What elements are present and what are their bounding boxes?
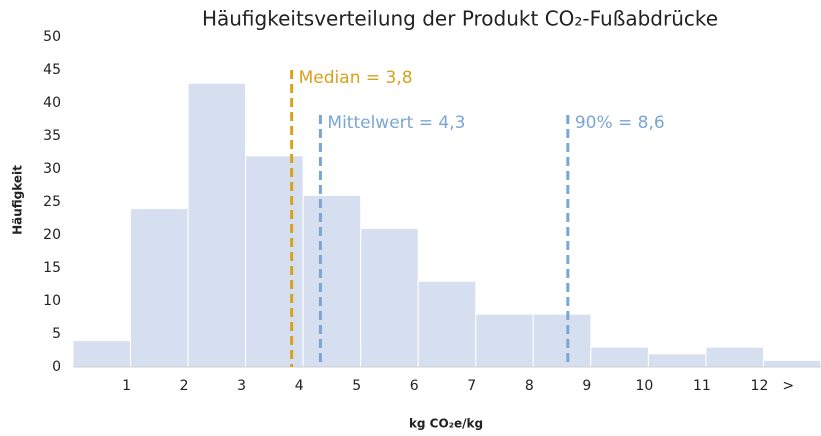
annotation-label: Mittelwert = 4,3 bbox=[327, 113, 465, 133]
x-tick-label: 5 bbox=[352, 378, 361, 394]
annotation-label: Median = 3,8 bbox=[299, 68, 413, 88]
x-tick-label: 8 bbox=[525, 378, 534, 394]
bar bbox=[72, 340, 132, 368]
chart-title: Häufigkeitsverteilung der Produkt CO₂-Fu… bbox=[202, 7, 718, 31]
bar bbox=[762, 359, 821, 368]
annotation-label: 90% = 8,6 bbox=[575, 113, 665, 133]
bar bbox=[417, 280, 477, 368]
bar bbox=[475, 313, 534, 368]
y-tick-label: 30 bbox=[43, 161, 61, 177]
y-tick-label: 10 bbox=[43, 293, 61, 309]
x-tick-label: 11 bbox=[693, 378, 711, 394]
y-axis-title: Häufigkeit bbox=[11, 165, 25, 235]
x-tick-label: 10 bbox=[635, 378, 653, 394]
bar bbox=[705, 346, 764, 368]
bar bbox=[130, 208, 189, 368]
y-tick-label: 25 bbox=[43, 194, 61, 210]
bar bbox=[360, 227, 419, 368]
y-tick-label: 15 bbox=[43, 260, 61, 276]
y-tick-label: 5 bbox=[52, 326, 61, 342]
bar bbox=[302, 194, 362, 368]
bar bbox=[245, 155, 304, 368]
bar bbox=[532, 313, 592, 368]
x-tick-label: > bbox=[782, 378, 794, 394]
x-tick-label: 12 bbox=[751, 378, 769, 394]
y-tick-label: 0 bbox=[52, 359, 61, 375]
x-tick-label: 2 bbox=[180, 378, 189, 394]
y-tick-label: 45 bbox=[43, 62, 61, 78]
x-tick-label: 6 bbox=[410, 378, 419, 394]
x-axis-title: kg CO₂e/kg bbox=[409, 417, 483, 431]
y-tick-label: 50 bbox=[43, 29, 61, 45]
y-tick-label: 40 bbox=[43, 95, 61, 111]
x-tick-label: 9 bbox=[582, 378, 591, 394]
x-tick-label: 1 bbox=[122, 378, 131, 394]
y-tick-label: 35 bbox=[43, 128, 61, 144]
y-tick-label: 20 bbox=[43, 227, 61, 243]
x-tick-label: 3 bbox=[237, 378, 246, 394]
bar bbox=[590, 346, 649, 368]
x-tick-label: 7 bbox=[467, 378, 476, 394]
bar bbox=[187, 82, 247, 368]
bar bbox=[647, 353, 707, 368]
x-tick-label: 4 bbox=[295, 378, 304, 394]
